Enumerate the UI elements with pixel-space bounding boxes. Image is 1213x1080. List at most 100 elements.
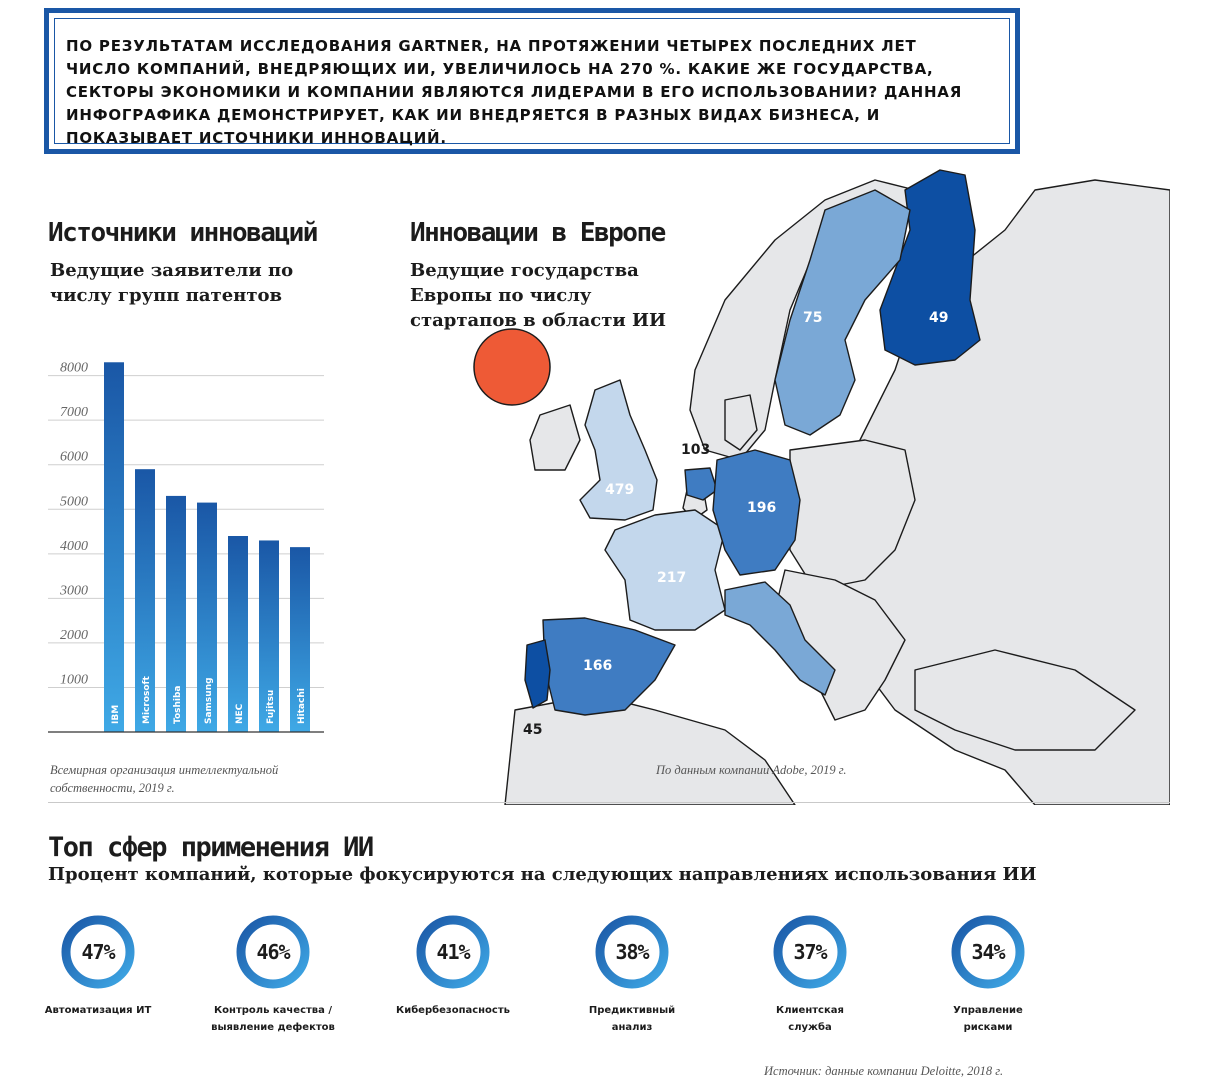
chart-ytick-label: 7000 xyxy=(60,405,88,420)
donut-ring: 34% xyxy=(950,914,1026,990)
donut-label-line2: служба xyxy=(788,1022,832,1033)
donut-ring: 37% xyxy=(772,914,848,990)
donut-percent: 38% xyxy=(615,940,649,964)
donut-label: Кибербезопасность xyxy=(378,1002,528,1019)
map-value-france: 217 xyxy=(657,570,687,586)
map-value-germany: 196 xyxy=(747,500,777,516)
donut-arc xyxy=(773,915,847,989)
map-land-ireland xyxy=(529,404,581,471)
map-value-finland: 49 xyxy=(929,310,949,326)
donut-item: 41% Кибербезопасность xyxy=(378,914,528,1019)
europe-map: 479 217 196 166 103 75 49 45 xyxy=(395,150,1171,806)
map-spain xyxy=(542,617,676,716)
intro-inner-frame xyxy=(54,18,1010,144)
donut-percent: 37% xyxy=(793,940,827,964)
donut-arc xyxy=(951,915,1025,989)
donut-percent: 46% xyxy=(256,940,290,964)
sources-title: Источники инноваций xyxy=(48,218,318,248)
donut-label-line1: Кибербезопасность xyxy=(396,1005,510,1016)
chart-ytick-label: 3000 xyxy=(59,583,88,598)
europe-source-note: По данным компании Adobe, 2019 г. xyxy=(656,763,847,777)
map-france xyxy=(604,509,726,631)
map-italy xyxy=(724,581,836,696)
donut-ring: 46% xyxy=(235,914,311,990)
chart-bar-label: Fujitsu xyxy=(266,690,276,724)
chart-bar xyxy=(135,469,155,732)
top-source-note: Источник: данные компании Deloitte, 2018… xyxy=(764,1064,1004,1078)
europe-subtitle: Ведущие государства Европы по числу стар… xyxy=(410,260,667,331)
map-uk xyxy=(579,379,658,521)
donut-label-line1: Контроль качества / xyxy=(213,1005,333,1016)
sources-source-note: Всемирная организация интеллектуальной с… xyxy=(50,763,279,795)
donut-percent: 34% xyxy=(971,940,1005,964)
chart-bar xyxy=(197,502,217,732)
chart-ytick-label: 8000 xyxy=(60,361,88,376)
map-land-central xyxy=(789,439,916,591)
map-sweden xyxy=(774,189,911,436)
chart-ytick-label: 5000 xyxy=(60,494,88,509)
section-divider xyxy=(48,802,1170,803)
donut-label-line2: выявление дефектов xyxy=(211,1022,335,1033)
donut-item: 47% Автоматизация ИТ xyxy=(23,914,173,1019)
chart-bar xyxy=(228,536,248,732)
chart-ytick-label: 4000 xyxy=(60,539,88,554)
donut-label: Предиктивный анализ xyxy=(557,1002,707,1036)
map-portugal xyxy=(524,639,551,709)
donut-label-line2: рисками xyxy=(963,1022,1013,1033)
donut-label-line1: Предиктивный xyxy=(588,1005,676,1016)
donut-label-line1: Автоматизация ИТ xyxy=(44,1005,152,1016)
donut-label-line2: анализ xyxy=(611,1022,653,1033)
map-land-africa xyxy=(504,694,796,806)
chart-bar-label: Toshiba xyxy=(173,686,183,725)
donut-item: 34% Управление рисками xyxy=(913,914,1063,1036)
donut-label-line1: Управление xyxy=(953,1005,1023,1016)
donut-arc xyxy=(416,915,490,989)
patent-bar-chart: 1000 2000 3000 4000 5000 6000 7000 8000 IBM Micr… xyxy=(48,340,328,740)
chart-bar xyxy=(104,362,124,732)
donut-label: Клиентская служба xyxy=(735,1002,885,1036)
intro-box: ПО РЕЗУЛЬТАТАМ ИССЛЕДОВАНИЯ GARTNER, НА … xyxy=(44,8,1020,154)
map-value-spain: 166 xyxy=(583,658,613,674)
donut-percent: 41% xyxy=(436,940,470,964)
donut-label: Управление рисками xyxy=(913,1002,1063,1036)
chart-ytick-label: 2000 xyxy=(60,628,88,643)
donut-item: 37% Клиентская служба xyxy=(735,914,885,1036)
map-value-uk: 479 xyxy=(605,482,635,498)
chart-bar xyxy=(259,540,279,732)
donut-item: 46% Контроль качества / выявление дефектов xyxy=(198,914,348,1036)
intro-text: ПО РЕЗУЛЬТАТАМ ИССЛЕДОВАНИЯ GARTNER, НА … xyxy=(66,37,963,147)
map-netherlands xyxy=(684,467,718,501)
chart-bar xyxy=(166,495,186,732)
donut-item: 38% Предиктивный анализ xyxy=(557,914,707,1036)
donut-arc xyxy=(236,915,310,989)
chart-ytick-label: 1000 xyxy=(60,672,88,687)
map-value-portugal: 45 xyxy=(523,722,543,738)
donut-ring: 41% xyxy=(415,914,491,990)
europe-title: Инновации в Европе xyxy=(410,218,666,248)
chart-bar-label: IBM xyxy=(111,705,121,724)
map-finland xyxy=(879,169,981,366)
sources-subtitle: Ведущие заявители по числу групп патенто… xyxy=(50,260,294,306)
map-value-sweden: 75 xyxy=(803,310,823,326)
chart-bar-label: Hitachi xyxy=(297,688,307,724)
donut-label: Контроль качества / выявление дефектов xyxy=(198,1002,348,1036)
map-marker-circle xyxy=(473,328,551,406)
map-land-turkey xyxy=(914,649,1136,751)
donut-ring: 38% xyxy=(594,914,670,990)
chart-bar-label: Microsoft xyxy=(142,676,152,724)
chart-bar-label: Samsung xyxy=(204,677,214,724)
chart-bar xyxy=(290,547,310,732)
chart-ytick-label: 6000 xyxy=(60,450,88,465)
donut-percent: 47% xyxy=(81,940,115,964)
map-land-denmark xyxy=(724,394,758,451)
chart-bar-label: NEC xyxy=(235,703,245,724)
donut-arc xyxy=(61,915,135,989)
top-title: Топ сфер применения ИИ xyxy=(48,832,374,863)
donut-label: Автоматизация ИТ xyxy=(23,1002,173,1019)
map-value-netherlands: 103 xyxy=(681,442,711,458)
donut-label-line1: Клиентская xyxy=(776,1005,844,1016)
donut-ring: 47% xyxy=(60,914,136,990)
donut-arc xyxy=(595,915,669,989)
map-germany xyxy=(712,449,801,576)
top-subtitle: Процент компаний, которые фокусируются н… xyxy=(48,864,1037,885)
